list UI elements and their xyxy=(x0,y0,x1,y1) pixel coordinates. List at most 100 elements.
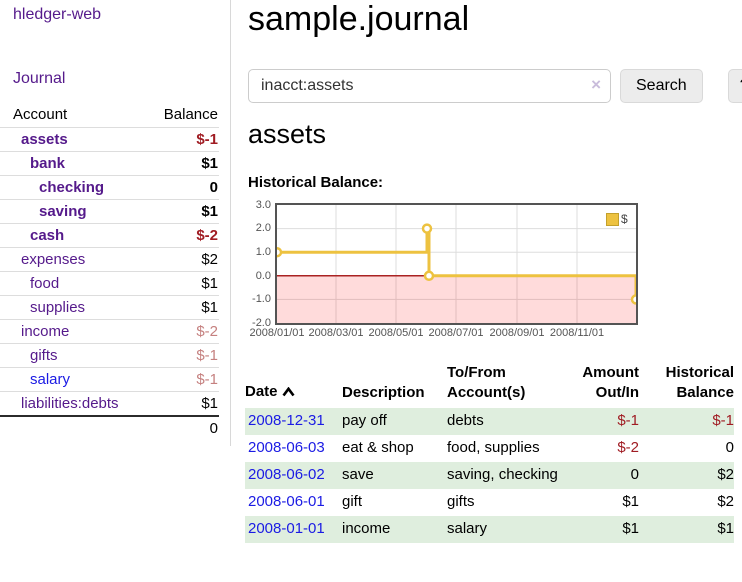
transaction-amount: $-2 xyxy=(617,439,639,456)
register-table: Date Description To/From Account(s) Amou… xyxy=(245,361,734,543)
account-link-gifts[interactable]: gifts xyxy=(30,347,58,364)
x-axis-tick: 2008/03/01 xyxy=(308,327,364,339)
account-link-checking[interactable]: checking xyxy=(39,179,105,196)
x-axis-tick: 2008/07/01 xyxy=(428,327,484,339)
app-brand-link[interactable]: hledger-web xyxy=(13,6,102,23)
register-row: 2008-12-31 pay off debts $-1 $-1 xyxy=(245,408,734,435)
account-balance: 0 xyxy=(209,179,218,196)
account-balance: $1 xyxy=(201,275,218,292)
help-button[interactable]: ? xyxy=(727,69,742,103)
transaction-description: save xyxy=(342,466,374,483)
transaction-accounts: saving, checking xyxy=(447,466,558,483)
accounts-total-row: 0 xyxy=(0,415,219,439)
transaction-accounts: food, supplies xyxy=(447,439,540,456)
transaction-description: pay off xyxy=(342,412,387,429)
column-header-date[interactable]: Date xyxy=(245,361,342,408)
transaction-description: income xyxy=(342,520,391,537)
account-link-salary[interactable]: salary xyxy=(30,371,71,388)
transaction-amount: $-1 xyxy=(617,412,639,429)
account-row: bank $1 xyxy=(0,151,219,175)
plot-area xyxy=(271,203,642,325)
account-heading: assets xyxy=(248,119,327,149)
y-axis-tick: 0.0 xyxy=(255,270,271,282)
x-axis-tick: 2008/11/01 xyxy=(549,327,605,339)
register-row: 2008-06-01 gift gifts $1 $2 xyxy=(245,489,734,516)
account-row: salary $-1 xyxy=(0,367,219,391)
transaction-description: gift xyxy=(342,493,363,510)
transaction-description: eat & shop xyxy=(342,439,414,456)
accounts-header-balance: Balance xyxy=(163,105,218,123)
transaction-date-link[interactable]: 2008-06-01 xyxy=(248,493,325,510)
transaction-amount: 0 xyxy=(630,466,639,483)
account-balance: $-2 xyxy=(196,323,218,340)
account-row: cash $-2 xyxy=(0,223,219,247)
account-link-income[interactable]: income xyxy=(21,323,70,340)
account-link-food[interactable]: food xyxy=(30,275,60,292)
transaction-date-link[interactable]: 2008-12-31 xyxy=(248,412,325,429)
account-row: income $-2 xyxy=(0,319,219,343)
account-row: checking 0 xyxy=(0,175,219,199)
y-axis-tick: -2.0 xyxy=(252,317,271,329)
accounts-table-header: Account Balance xyxy=(0,101,219,127)
account-row: food $1 xyxy=(0,271,219,295)
historical-balance-chart: 3.0 2.0 1.0 0.0 -1.0 -2.0 xyxy=(231,199,742,344)
account-row: gifts $-1 xyxy=(0,343,219,367)
register-header-row: Date Description To/From Account(s) Amou… xyxy=(245,361,734,408)
account-balance: $1 xyxy=(201,203,218,220)
transaction-balance: $2 xyxy=(717,493,734,510)
legend-label: $ xyxy=(621,212,628,226)
y-axis-tick: -1.0 xyxy=(252,293,271,305)
column-header-description: Description xyxy=(342,384,425,401)
account-link-bank[interactable]: bank xyxy=(30,155,66,172)
transaction-balance: $-1 xyxy=(712,412,734,429)
account-balance: $1 xyxy=(201,155,218,172)
account-link-supplies[interactable]: supplies xyxy=(30,299,86,316)
account-row: saving $1 xyxy=(0,199,219,223)
account-link-saving[interactable]: saving xyxy=(39,203,87,220)
account-link-cash[interactable]: cash xyxy=(30,227,65,244)
search-input[interactable] xyxy=(248,69,611,103)
account-row: expenses $2 xyxy=(0,247,219,271)
transaction-date-link[interactable]: 2008-06-02 xyxy=(248,466,325,483)
account-link-assets[interactable]: assets xyxy=(21,131,68,148)
negative-region xyxy=(277,275,636,323)
transaction-amount: $1 xyxy=(622,493,639,510)
column-header-amount: Amount Out/In xyxy=(582,364,639,401)
register-row: 2008-06-03 eat & shop food, supplies $-2… xyxy=(245,435,734,462)
account-balance: $2 xyxy=(201,251,218,268)
chart-legend: $ xyxy=(604,211,630,227)
search-button[interactable]: Search xyxy=(620,69,703,103)
register-row: 2008-01-01 income salary $1 $1 xyxy=(245,516,734,543)
account-link-expenses[interactable]: expenses xyxy=(21,251,86,268)
x-axis-tick: 2008/05/01 xyxy=(368,327,424,339)
accounts-header-account: Account xyxy=(13,105,68,123)
legend-swatch-icon xyxy=(606,212,619,226)
sort-ascending-icon xyxy=(281,383,295,403)
date-header-label: Date xyxy=(245,383,278,400)
account-row: assets $-1 xyxy=(0,127,219,151)
account-row: liabilities:debts $1 xyxy=(0,391,219,415)
sidebar-item-journal[interactable]: Journal xyxy=(13,70,66,87)
transaction-date-link[interactable]: 2008-01-01 xyxy=(248,520,325,537)
account-row: supplies $1 xyxy=(0,295,219,319)
register-row: 2008-06-02 save saving, checking 0 $2 xyxy=(245,462,734,489)
column-header-balance: Historical Balance xyxy=(665,364,734,401)
account-balance: $1 xyxy=(201,395,218,412)
account-link-liabilities-debts[interactable]: liabilities:debts xyxy=(21,395,119,412)
sidebar: hledger-web Journal Account Balance asse… xyxy=(0,0,231,446)
page-title: sample.journal xyxy=(248,0,470,38)
account-balance: $1 xyxy=(201,299,218,316)
plot-svg xyxy=(271,205,642,323)
clear-search-icon[interactable]: × xyxy=(591,75,601,94)
transaction-amount: $1 xyxy=(622,520,639,537)
account-balance: $-1 xyxy=(196,347,218,364)
x-axis-tick: 2008/01/01 xyxy=(249,327,305,339)
transaction-date-link[interactable]: 2008-06-03 xyxy=(248,439,325,456)
chart-title: Historical Balance: xyxy=(248,174,384,191)
x-axis-tick: 2008/09/01 xyxy=(489,327,545,339)
transaction-accounts: salary xyxy=(447,520,488,537)
transaction-balance: $1 xyxy=(717,520,734,537)
y-axis-tick: 1.0 xyxy=(255,246,271,258)
accounts-table: Account Balance assets $-1 bank $1 check… xyxy=(0,101,219,439)
transaction-balance: 0 xyxy=(725,439,734,456)
